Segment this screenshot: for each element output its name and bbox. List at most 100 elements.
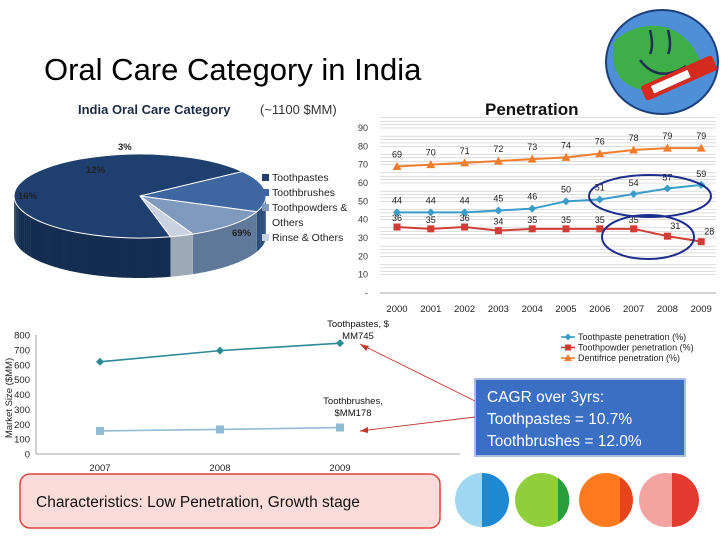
highlight-ellipse-paste: [588, 174, 712, 218]
penetration-data-label: 31: [670, 221, 680, 231]
pie-slice-side: [170, 236, 173, 277]
market-point: [96, 357, 104, 366]
penetration-point: [426, 160, 436, 169]
penetration-data-label: 34: [493, 217, 503, 227]
pie-slice-side: [227, 225, 231, 267]
pie-legend-label: Rinse & Others: [272, 232, 343, 244]
market-y-tick-label: 600: [14, 360, 30, 371]
pie-slice-side: [55, 227, 60, 269]
penetration-data-label: 36: [460, 213, 470, 223]
penetration-x-tick-label: 2001: [420, 304, 441, 315]
pie-slice-side: [206, 230, 211, 272]
penetration-data-label: 44: [426, 195, 436, 205]
penetration-point: [426, 208, 435, 217]
penetration-data-label: 71: [460, 146, 470, 156]
penetration-point: [461, 223, 469, 231]
pie-chart: India Oral Care Category (~1100 $MM) 69%…: [13, 102, 347, 278]
penetration-legend-label: Toothpowder penetration (%): [578, 343, 694, 353]
penetration-data-label: 70: [426, 148, 436, 158]
penetration-series: [392, 143, 706, 246]
pie-slice-side: [192, 233, 196, 275]
pie-slice-side: [104, 236, 110, 277]
penetration-point: [596, 225, 604, 233]
pie-slice-side: [20, 208, 22, 251]
pie-slice: [13, 153, 244, 239]
penetration-point: [662, 143, 672, 152]
pie-slice-side: [24, 212, 27, 255]
pie-slice-side: [113, 237, 119, 278]
pie-legend-label: Toothpastes: [272, 172, 329, 184]
penetration-data-label: 73: [527, 142, 537, 152]
penetration-point: [494, 206, 503, 215]
penetration-y-tick-label: 10: [358, 270, 368, 280]
pie-slice-side: [92, 234, 97, 276]
decorative-circles: [455, 473, 699, 527]
penetration-data-label: 78: [629, 133, 639, 143]
penetration-data-label: 35: [595, 215, 605, 225]
circle-red-icon: [639, 473, 699, 527]
penetration-point: [663, 184, 672, 193]
pie-slice-side: [220, 227, 225, 269]
market-x-ticks: 2007 2008 2009: [89, 463, 350, 474]
pie-slice-side: [21, 210, 24, 252]
penetration-point: [696, 143, 706, 152]
pie-slice-side: [16, 204, 18, 247]
penetration-y-tick-label: 40: [358, 215, 368, 225]
circle-blue-icon: [455, 473, 509, 527]
penetration-legend-label: Dentifrice penetration (%): [578, 353, 680, 363]
penetration-y-ticks: - 10 20 30 40 50 60 70 80 90: [358, 123, 368, 298]
pie-slice-side: [157, 237, 162, 278]
penetration-x-tick-label: 2002: [454, 304, 475, 315]
market-y-tick-label: 200: [14, 420, 30, 431]
penetration-point: [663, 232, 671, 240]
pie-slice-side: [248, 215, 252, 258]
pie-slice-side: [161, 237, 167, 278]
pie-legend-swatch: [262, 174, 269, 181]
penetration-data-label: 74: [561, 140, 571, 150]
pie-slice-side: [15, 203, 17, 245]
pie-slice-side: [256, 210, 259, 252]
pie-slice-side: [49, 225, 53, 267]
penetration-point: [460, 208, 469, 217]
penetration-series-line: [396, 225, 702, 243]
pie-legend-label: Others: [272, 217, 304, 229]
pie-slice-side: [239, 220, 242, 262]
pie-slice-side: [35, 219, 39, 261]
penetration-legend-label: Toothpaste penetration (%): [578, 332, 686, 342]
pie-slice: [139, 195, 259, 235]
penetration-data-label: 36: [392, 213, 402, 223]
penetration-point: [561, 152, 571, 161]
market-y-tick-label: 700: [14, 345, 30, 356]
pie-slice-side: [109, 236, 114, 278]
penetration-chart-title: Penetration: [485, 100, 579, 119]
market-y-tick-label: 400: [14, 390, 30, 401]
pie-slice-side: [184, 234, 189, 276]
pie-slice-side: [88, 234, 93, 275]
highlight-ellipse-powder: [601, 214, 695, 260]
penetration-point: [494, 227, 502, 235]
penetration-data-label: 59: [696, 169, 706, 179]
pie-slice-side: [40, 221, 44, 263]
penetration-point: [630, 225, 638, 233]
penetration-data-label: 35: [527, 215, 537, 225]
pie-slice-side: [37, 220, 41, 262]
pie-slice-side: [117, 237, 123, 278]
penetration-series-line: [397, 183, 702, 214]
penetration-point: [527, 154, 537, 163]
penetration-point: [393, 208, 401, 217]
penetration-y-tick-label: 50: [358, 196, 368, 206]
penetration-y-tick-label: 30: [358, 233, 368, 243]
penetration-point: [392, 162, 402, 170]
penetration-legend: Toothpaste penetration (%)Toothpowder pe…: [561, 332, 694, 363]
market-annotation-label: MM745: [342, 331, 374, 342]
pie-slice-side: [263, 202, 265, 244]
penetration-point: [595, 195, 604, 204]
penetration-data-label: 54: [629, 178, 639, 188]
pie-slice-side: [58, 228, 63, 270]
pie-slice-side: [213, 229, 218, 271]
penetration-data-label: 44: [460, 195, 470, 205]
pie-slice-side: [230, 224, 234, 266]
penetration-legend-marker: [565, 344, 571, 351]
pie-slice-side: [18, 207, 21, 249]
pie-data-label: 12%: [86, 165, 106, 176]
